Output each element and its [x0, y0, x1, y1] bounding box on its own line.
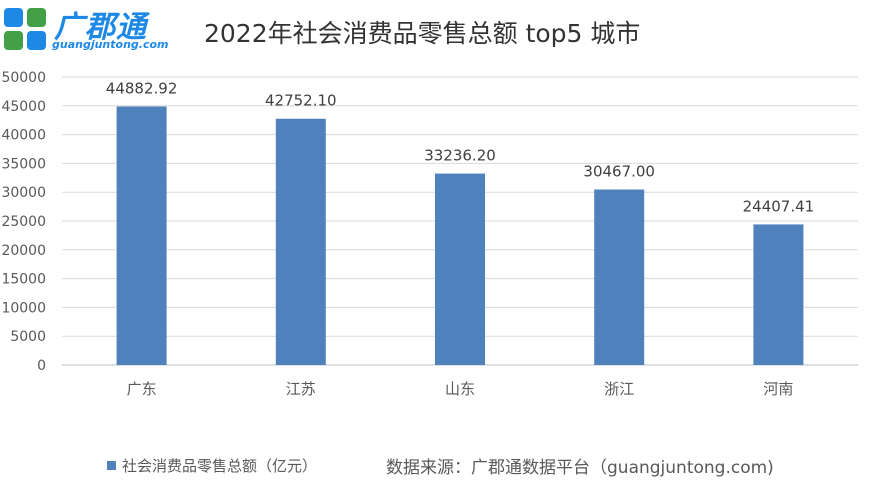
y-tick-label: 25000 [1, 214, 46, 230]
bar [275, 118, 326, 366]
x-tick-label: 浙江 [604, 380, 634, 398]
y-tick-label: 45000 [1, 99, 46, 115]
y-tick-label: 30000 [1, 185, 46, 201]
y-tick-label: 35000 [1, 156, 46, 172]
x-tick-label: 江苏 [286, 380, 316, 398]
x-tick-label: 山东 [445, 380, 475, 398]
y-tick-label: 10000 [1, 300, 46, 316]
x-tick-label: 广东 [127, 380, 157, 398]
legend: 社会消费品零售总额（亿元） [107, 455, 317, 476]
source-note: 数据来源：广郡通数据平台（guangjuntong.com) [386, 458, 774, 478]
y-tick-label: 15000 [1, 272, 46, 288]
y-tick-label: 40000 [1, 128, 46, 144]
x-tick-label: 河南 [763, 380, 793, 398]
bar [116, 106, 167, 366]
chart-title: 2022年社会消费品零售总额 top5 城市 [204, 19, 641, 48]
y-tick-label: 0 [37, 358, 46, 374]
logo-blocks-icon [4, 8, 46, 50]
bar [435, 173, 485, 365]
bar [594, 189, 645, 365]
data-label: 33236.20 [424, 147, 496, 165]
data-label: 42752.10 [265, 92, 337, 110]
data-label: 30467.00 [583, 163, 655, 181]
legend-label: 社会消费品零售总额（亿元） [122, 457, 318, 475]
y-tick-label: 50000 [1, 70, 46, 86]
brand-name: 广郡通 [54, 10, 147, 45]
data-label: 24407.41 [743, 197, 815, 215]
y-tick-label: 5000 [10, 329, 46, 345]
brand-url: guangjuntong.com [52, 38, 169, 51]
legend-swatch [107, 461, 116, 470]
y-tick-label: 20000 [1, 243, 46, 259]
bar [753, 224, 804, 365]
data-label: 44882.92 [106, 79, 178, 97]
brand-logo: 广郡通 guangjuntong.com [2, 2, 192, 56]
